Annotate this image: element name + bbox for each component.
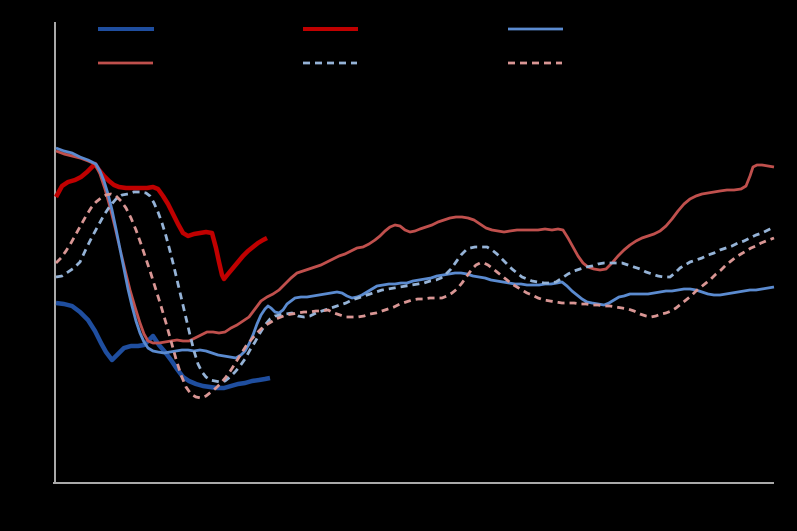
series-line-dark-blue-thick [55,300,271,391]
series-line-brick-red-thin [55,149,775,345]
series-line-pink-dashed [55,192,775,400]
series-line-light-blue-dashed [55,190,775,384]
series-line-medium-blue-thin [55,146,775,360]
series-line-dark-red-thick [54,161,269,282]
